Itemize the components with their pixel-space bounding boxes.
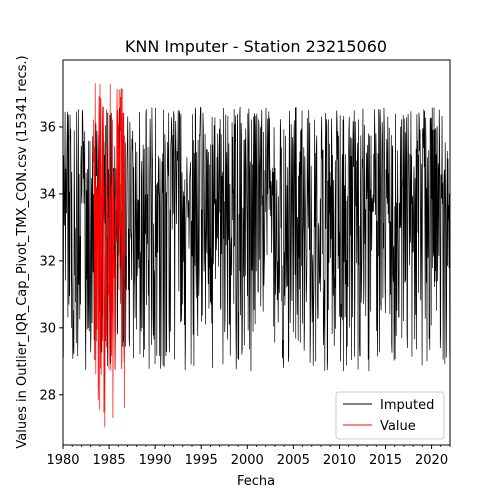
legend-label-imputed: Imputed — [380, 398, 434, 413]
y-tick-label: 34 — [39, 187, 56, 202]
x-tick-label: 2000 — [231, 453, 264, 468]
y-tick-label: 36 — [39, 120, 56, 135]
x-axis-label: Fecha — [237, 474, 275, 489]
x-axis: 1980 1985 1990 1995 2000 2005 2010 2015 2020 — [46, 445, 451, 468]
x-tick-label: 1990 — [139, 453, 172, 468]
x-tick-label: 2020 — [415, 453, 448, 468]
y-tick-label: 32 — [39, 254, 56, 269]
y-tick-label: 30 — [39, 321, 56, 336]
y-tick-label: 28 — [39, 388, 56, 403]
y-axis: 28 30 32 34 36 — [39, 120, 63, 403]
series-line-imputed — [63, 106, 450, 372]
x-tick-label: 2015 — [369, 453, 402, 468]
x-tick-label: 2010 — [323, 453, 356, 468]
x-tick-label: 1980 — [46, 453, 79, 468]
x-tick-label: 1985 — [93, 453, 126, 468]
plot-area — [62, 59, 451, 446]
series-line-value — [93, 83, 125, 428]
x-tick-label: 2005 — [277, 453, 310, 468]
y-axis-label: Values in Outlier_IQR_Cap_Pivot_TMX_CON.… — [15, 55, 30, 448]
legend-label-value: Value — [380, 419, 416, 434]
x-tick-label: 1995 — [185, 453, 218, 468]
legend: Imputed Value — [335, 391, 445, 440]
chart-title: KNN Imputer - Station 23215060 — [125, 37, 387, 56]
